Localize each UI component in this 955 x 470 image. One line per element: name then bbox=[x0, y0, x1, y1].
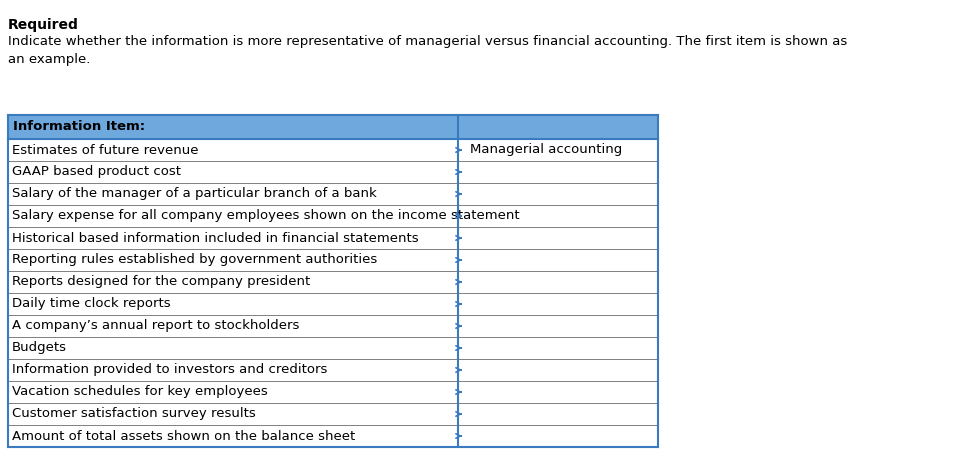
Text: Managerial accounting: Managerial accounting bbox=[470, 143, 623, 157]
Text: Reports designed for the company president: Reports designed for the company preside… bbox=[12, 275, 310, 289]
Bar bbox=[8, 249, 658, 271]
Text: Indicate whether the information is more representative of managerial versus fin: Indicate whether the information is more… bbox=[8, 35, 847, 66]
Bar bbox=[8, 337, 658, 359]
Text: Salary expense for all company employees shown on the income statement: Salary expense for all company employees… bbox=[12, 210, 520, 222]
Bar bbox=[8, 271, 658, 293]
Text: Estimates of future revenue: Estimates of future revenue bbox=[12, 143, 199, 157]
Text: A company’s annual report to stockholders: A company’s annual report to stockholder… bbox=[12, 320, 299, 332]
Bar bbox=[8, 183, 658, 205]
Bar bbox=[8, 115, 458, 139]
Bar bbox=[8, 227, 658, 249]
Bar bbox=[458, 115, 658, 139]
Bar bbox=[8, 139, 658, 161]
Bar bbox=[8, 205, 658, 227]
Text: Daily time clock reports: Daily time clock reports bbox=[12, 298, 171, 311]
Bar bbox=[8, 381, 658, 403]
Text: GAAP based product cost: GAAP based product cost bbox=[12, 165, 181, 179]
Text: Customer satisfaction survey results: Customer satisfaction survey results bbox=[12, 407, 256, 421]
Text: Historical based information included in financial statements: Historical based information included in… bbox=[12, 232, 418, 244]
Bar bbox=[8, 425, 658, 447]
Text: Information Item:: Information Item: bbox=[13, 120, 145, 133]
Bar bbox=[8, 315, 658, 337]
Text: Vacation schedules for key employees: Vacation schedules for key employees bbox=[12, 385, 267, 399]
Bar bbox=[8, 403, 658, 425]
Text: Information provided to investors and creditors: Information provided to investors and cr… bbox=[12, 363, 328, 376]
Text: Reporting rules established by government authorities: Reporting rules established by governmen… bbox=[12, 253, 377, 266]
Bar bbox=[8, 359, 658, 381]
Text: Salary of the manager of a particular branch of a bank: Salary of the manager of a particular br… bbox=[12, 188, 377, 201]
Bar bbox=[8, 293, 658, 315]
Bar bbox=[8, 161, 658, 183]
Text: Budgets: Budgets bbox=[12, 342, 67, 354]
Text: Required: Required bbox=[8, 18, 79, 32]
Text: Amount of total assets shown on the balance sheet: Amount of total assets shown on the bala… bbox=[12, 430, 355, 442]
